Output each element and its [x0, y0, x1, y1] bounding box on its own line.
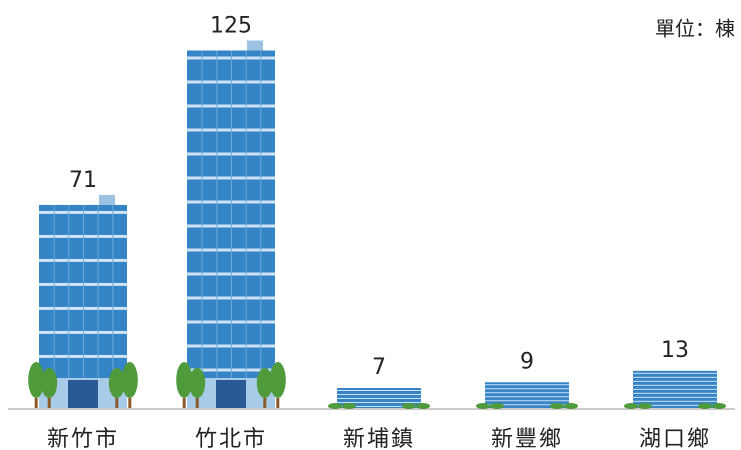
- tree-trunk: [195, 398, 199, 408]
- shrub: [342, 403, 356, 409]
- window-divider: [97, 204, 99, 378]
- floor-band: [633, 404, 717, 406]
- value-label: 125: [210, 14, 252, 39]
- category-label: 新埔鎮: [343, 427, 415, 450]
- shrub: [416, 403, 430, 409]
- shrub: [490, 403, 504, 409]
- value-label: 71: [69, 168, 97, 193]
- shrub: [712, 403, 726, 409]
- window-divider: [68, 204, 70, 378]
- tree-trunk: [115, 398, 119, 408]
- shrub: [402, 403, 416, 409]
- tree-trunk: [276, 398, 280, 408]
- floor-band: [633, 380, 717, 382]
- tree-crown: [121, 362, 138, 398]
- shrub: [564, 403, 578, 409]
- door: [216, 380, 246, 408]
- tree-crown: [176, 362, 193, 398]
- roof-unit: [99, 194, 115, 205]
- tree-trunk: [182, 398, 186, 408]
- category-label: 竹北市: [195, 427, 267, 450]
- floor-band: [633, 372, 717, 374]
- floor-band: [485, 396, 569, 398]
- category-label: 新豐鄉: [491, 427, 563, 450]
- window-divider: [83, 204, 84, 378]
- window-divider: [201, 50, 203, 378]
- tree-crown: [41, 368, 58, 398]
- floor-band: [485, 392, 569, 394]
- shrub: [476, 403, 490, 409]
- floor-band: [337, 401, 421, 403]
- shrub: [698, 403, 712, 409]
- floor-band: [337, 389, 421, 391]
- window-divider: [260, 50, 262, 378]
- window-divider: [53, 204, 55, 378]
- floor-band: [485, 384, 569, 386]
- floor-band: [633, 392, 717, 394]
- shrub: [328, 403, 342, 409]
- tree-crown: [256, 368, 273, 398]
- window-divider: [216, 50, 218, 378]
- tree-crown: [189, 368, 206, 398]
- floor-band: [633, 376, 717, 378]
- tree-crown: [269, 362, 286, 398]
- floor-band: [337, 397, 421, 399]
- tree-crown: [28, 362, 45, 398]
- window-divider: [231, 50, 232, 378]
- category-label: 新竹市: [47, 427, 119, 450]
- floor-band: [633, 384, 717, 386]
- tree-trunk: [263, 398, 267, 408]
- floor-band: [337, 405, 421, 407]
- floor-band: [633, 400, 717, 402]
- tree-trunk: [128, 398, 132, 408]
- floor-band: [633, 388, 717, 390]
- floor-band: [485, 404, 569, 406]
- shrub: [550, 403, 564, 409]
- tree-trunk: [47, 398, 51, 408]
- tree-crown: [108, 368, 125, 398]
- value-label: 9: [520, 349, 534, 374]
- value-label: 13: [661, 338, 689, 363]
- window-divider: [245, 50, 247, 378]
- window-divider: [112, 204, 114, 378]
- shrub: [638, 403, 652, 409]
- tree-trunk: [34, 398, 38, 408]
- unit-label: 單位：棟: [655, 17, 735, 41]
- floor-band: [485, 388, 569, 390]
- shrub: [624, 403, 638, 409]
- value-label: 7: [372, 355, 386, 380]
- roof-unit: [247, 40, 263, 51]
- category-label: 湖口鄉: [639, 427, 711, 450]
- door: [68, 380, 98, 408]
- floor-band: [337, 393, 421, 395]
- floor-band: [485, 400, 569, 402]
- floor-band: [633, 396, 717, 398]
